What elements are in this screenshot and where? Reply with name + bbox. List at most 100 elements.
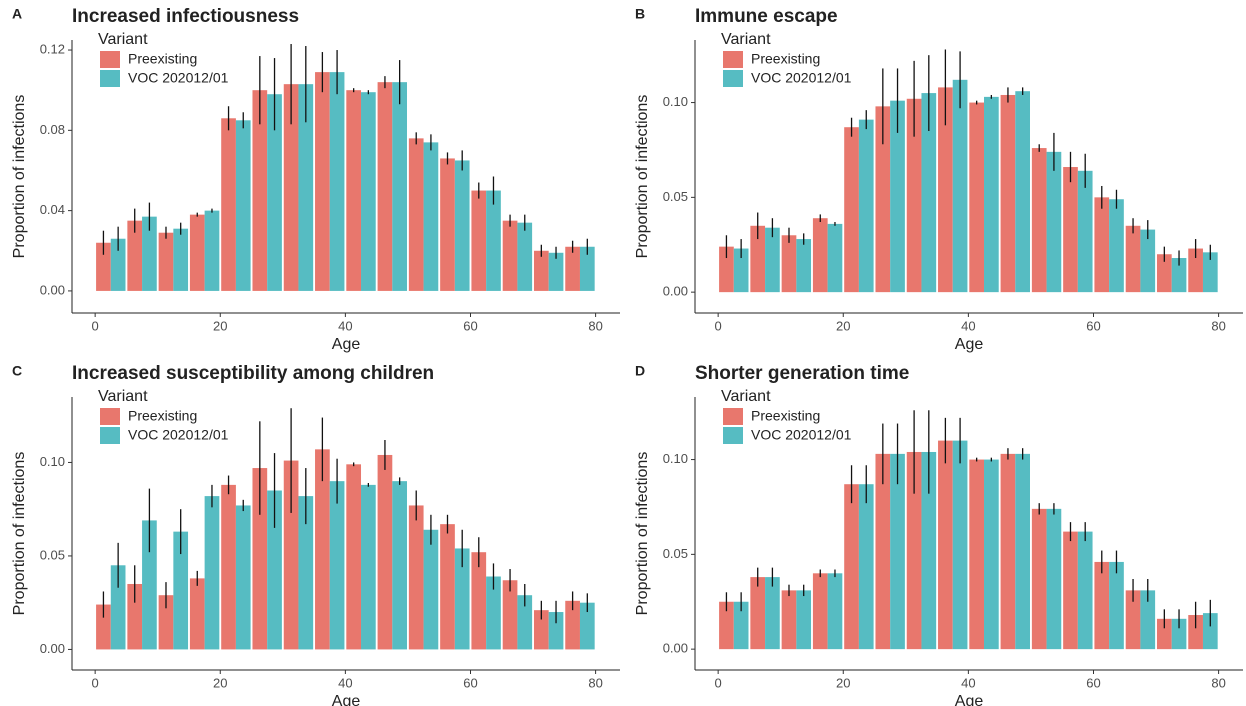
legend-label: VOC 202012/01 [751, 427, 852, 443]
bar [361, 484, 376, 650]
y-tick-label: 0.00 [663, 284, 688, 299]
legend-key [723, 427, 743, 444]
bar [796, 239, 812, 293]
bar [377, 454, 393, 650]
bar [142, 520, 157, 650]
bar [938, 87, 953, 293]
x-tick-label: 20 [836, 675, 850, 690]
bar [984, 459, 999, 650]
x-tick-label: 80 [1211, 318, 1225, 333]
bar [1156, 618, 1172, 650]
bar [127, 583, 143, 650]
bar [781, 235, 797, 293]
bar [1015, 453, 1030, 650]
legend-label: VOC 202012/01 [128, 427, 229, 443]
bar [750, 225, 766, 293]
bar [1140, 590, 1156, 650]
bar [890, 453, 905, 650]
bar [1109, 199, 1124, 293]
legend-title: Variant [98, 31, 148, 48]
bar [1171, 618, 1187, 650]
bar [127, 220, 143, 291]
bar [392, 82, 407, 291]
bar [827, 573, 843, 650]
bar [1063, 531, 1078, 650]
bar [283, 460, 299, 650]
bar [969, 102, 985, 293]
bar [858, 119, 874, 293]
bar [1094, 561, 1110, 650]
bar [733, 601, 749, 650]
x-tick-label: 40 [338, 318, 352, 333]
bar [423, 142, 439, 291]
x-tick-label: 60 [1086, 318, 1100, 333]
bar [1063, 167, 1078, 293]
bar [377, 82, 393, 291]
x-tick-label: 20 [213, 318, 227, 333]
bar [906, 451, 922, 650]
legend-title: Variant [721, 31, 771, 48]
y-tick-label: 0.00 [40, 641, 65, 656]
bar [796, 590, 812, 650]
bar [1109, 561, 1124, 650]
legend-label: Preexisting [128, 408, 197, 424]
bar [1031, 508, 1047, 650]
bar [1046, 151, 1062, 293]
x-tick-label: 0 [92, 675, 99, 690]
y-tick-label: 0.00 [663, 641, 688, 656]
panel-label: C [12, 363, 22, 379]
bar [252, 90, 268, 291]
x-tick-label: 40 [961, 318, 975, 333]
y-axis-title: Proportion of infections [634, 95, 651, 259]
y-tick-label: 0.10 [40, 454, 65, 469]
bar [486, 576, 501, 650]
bar [173, 531, 189, 650]
bar [890, 100, 905, 293]
bar [267, 490, 282, 650]
legend-key [100, 408, 120, 425]
bar [1094, 197, 1110, 293]
bar [1202, 252, 1218, 293]
bar [781, 590, 797, 650]
chart-title: Immune escape [695, 6, 838, 27]
y-axis-title: Proportion of infections [634, 452, 651, 616]
panel-label: B [635, 6, 645, 22]
bar [454, 548, 470, 650]
bar [1171, 258, 1187, 293]
legend-label: VOC 202012/01 [128, 70, 229, 86]
bar [346, 90, 362, 291]
y-tick-label: 0.05 [663, 546, 688, 561]
bar [765, 577, 780, 650]
bar [952, 79, 968, 293]
bar [440, 158, 455, 291]
bar [812, 573, 828, 650]
bar [579, 246, 595, 291]
x-axis-title: Age [955, 693, 984, 706]
bar [1156, 254, 1172, 293]
bar [719, 246, 734, 293]
legend-title: Variant [721, 388, 771, 405]
bar [565, 246, 580, 291]
bar [1077, 531, 1093, 650]
bar [189, 578, 205, 650]
bar [1125, 590, 1141, 650]
bar [1188, 615, 1203, 650]
bar [827, 223, 843, 293]
bar [812, 218, 828, 293]
x-axis-title: Age [332, 336, 361, 353]
bar [875, 453, 891, 650]
bar [298, 84, 314, 291]
bar [1202, 613, 1218, 650]
bar [1031, 148, 1047, 293]
x-tick-label: 60 [463, 675, 477, 690]
bar [158, 595, 174, 650]
bar [267, 94, 282, 291]
bar [392, 481, 407, 650]
y-tick-label: 0.05 [663, 189, 688, 204]
chart-title: Shorter generation time [695, 363, 909, 384]
legend-key [723, 51, 743, 68]
bar [252, 468, 268, 650]
bar [454, 160, 470, 291]
bar [346, 464, 362, 650]
